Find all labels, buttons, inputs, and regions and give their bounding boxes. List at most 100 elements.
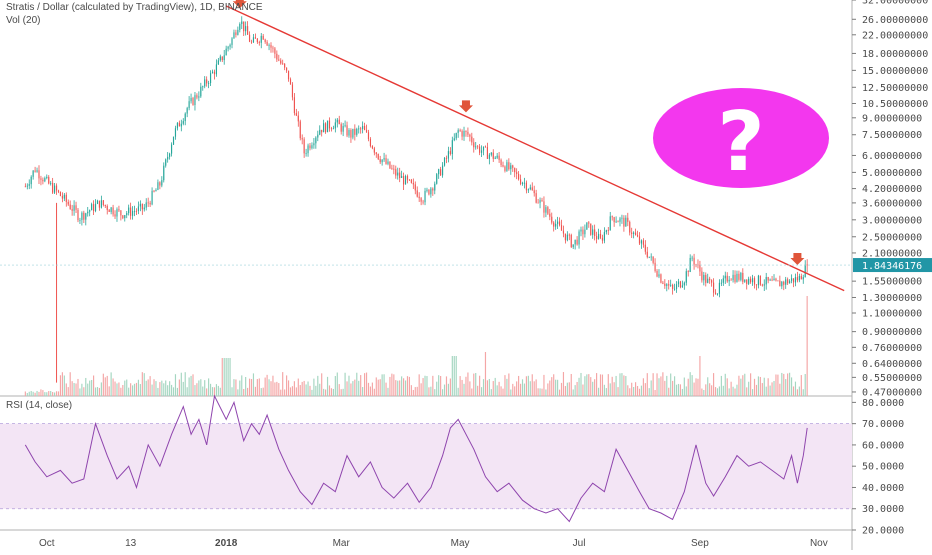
candle-body bbox=[167, 156, 169, 160]
volume-bar bbox=[260, 388, 262, 396]
volume-bar bbox=[377, 379, 379, 396]
volume-bar bbox=[640, 385, 643, 396]
candle-body bbox=[387, 161, 389, 164]
candle-body bbox=[114, 214, 116, 217]
candle-body bbox=[137, 206, 140, 212]
candle-body bbox=[346, 125, 348, 136]
volume-bar bbox=[759, 376, 761, 396]
candle-body bbox=[668, 284, 670, 286]
candle-body bbox=[475, 146, 477, 148]
candle-body bbox=[781, 281, 783, 287]
volume-bar bbox=[449, 378, 451, 396]
volume-bar bbox=[311, 389, 313, 396]
price-tick-label: 5.00000000 bbox=[862, 168, 922, 179]
volume-bar bbox=[94, 387, 97, 396]
candle-body bbox=[560, 225, 563, 231]
arrow-marker bbox=[458, 100, 473, 113]
volume-bar bbox=[424, 375, 426, 396]
volume-bar bbox=[488, 378, 490, 396]
volume-bar bbox=[180, 372, 182, 396]
volume-bar bbox=[87, 383, 89, 396]
volume-bar bbox=[414, 387, 416, 396]
volume-bar bbox=[469, 381, 471, 396]
candle-body bbox=[192, 97, 194, 105]
volume-bar bbox=[217, 385, 219, 396]
volume-bar bbox=[262, 387, 264, 396]
candle-body bbox=[69, 204, 71, 210]
volume-bar bbox=[24, 391, 26, 396]
volume-bar bbox=[615, 375, 617, 396]
volume-bar bbox=[243, 388, 245, 396]
price-tick-label: 4.20000000 bbox=[862, 184, 922, 195]
candle-body bbox=[488, 154, 490, 159]
time-axis: Oct 13 2018 Mar May Jul Sep Nov bbox=[39, 538, 828, 549]
volume-bar bbox=[465, 376, 467, 396]
volume-bar bbox=[153, 379, 155, 396]
volume-bar bbox=[225, 358, 227, 396]
candle-body bbox=[693, 257, 695, 265]
volume-bar bbox=[358, 380, 360, 396]
volume-bar bbox=[652, 373, 654, 396]
candle-body bbox=[451, 140, 453, 155]
volume-bar bbox=[188, 377, 190, 396]
volume-bar bbox=[482, 379, 485, 396]
volume-bar bbox=[287, 380, 290, 396]
price-tick-label: 2.10000000 bbox=[862, 248, 922, 259]
volume-bar bbox=[350, 383, 352, 396]
candle-body bbox=[362, 125, 364, 130]
candle-body bbox=[291, 84, 294, 98]
candle-body bbox=[328, 120, 331, 129]
price-tick-label: 3.60000000 bbox=[862, 198, 922, 209]
volume-bar bbox=[709, 383, 711, 396]
candle-body bbox=[551, 216, 553, 223]
volume-bar bbox=[161, 380, 163, 396]
candle-body bbox=[194, 95, 196, 105]
volume-bar bbox=[190, 375, 192, 396]
candle-body bbox=[603, 232, 605, 241]
volume-bar bbox=[716, 388, 719, 396]
candle-body bbox=[235, 32, 237, 35]
candle-body bbox=[580, 229, 582, 232]
volume-bar bbox=[490, 389, 492, 396]
volume-bar bbox=[389, 376, 391, 396]
candle-body bbox=[590, 223, 592, 235]
candle-body bbox=[716, 293, 719, 295]
volume-bar bbox=[638, 388, 641, 396]
candle-body bbox=[461, 131, 463, 137]
volume-bar bbox=[334, 376, 336, 396]
volume-bar bbox=[139, 384, 141, 396]
candle-body bbox=[143, 207, 145, 210]
volume-bar bbox=[32, 391, 34, 396]
candle-body bbox=[340, 124, 342, 132]
volume-bar bbox=[163, 383, 165, 396]
candle-body bbox=[785, 279, 787, 285]
candle-body bbox=[116, 209, 118, 217]
volume-bar bbox=[461, 379, 463, 396]
rsi-line bbox=[24, 394, 808, 523]
candle-body bbox=[169, 153, 171, 157]
volume-bar bbox=[120, 387, 122, 396]
volume-bar bbox=[110, 372, 112, 396]
volume-bar bbox=[89, 380, 91, 396]
volume-bar bbox=[666, 375, 668, 396]
candle-body bbox=[92, 204, 95, 211]
candle-body bbox=[373, 148, 375, 153]
candle-body bbox=[330, 128, 333, 130]
volume-bar bbox=[167, 385, 169, 396]
volume-bar bbox=[256, 379, 258, 396]
volume-bar bbox=[555, 379, 557, 396]
volume-bar bbox=[48, 391, 50, 396]
volume-bar bbox=[102, 373, 104, 396]
volume-bar bbox=[701, 388, 703, 396]
candle-body bbox=[83, 212, 85, 220]
candle-body bbox=[479, 146, 481, 153]
candle-body bbox=[467, 131, 469, 135]
rsi-band bbox=[0, 423, 852, 509]
candle-body bbox=[625, 217, 627, 227]
volume-bar bbox=[416, 386, 418, 396]
candle-body bbox=[336, 119, 338, 123]
volume-bar bbox=[707, 377, 709, 396]
candle-body bbox=[354, 128, 356, 135]
rsi-pane: 80.0000 70.0000 60.0000 50.0000 40.0000 30.00… bbox=[0, 394, 904, 537]
candle-body bbox=[61, 196, 63, 199]
